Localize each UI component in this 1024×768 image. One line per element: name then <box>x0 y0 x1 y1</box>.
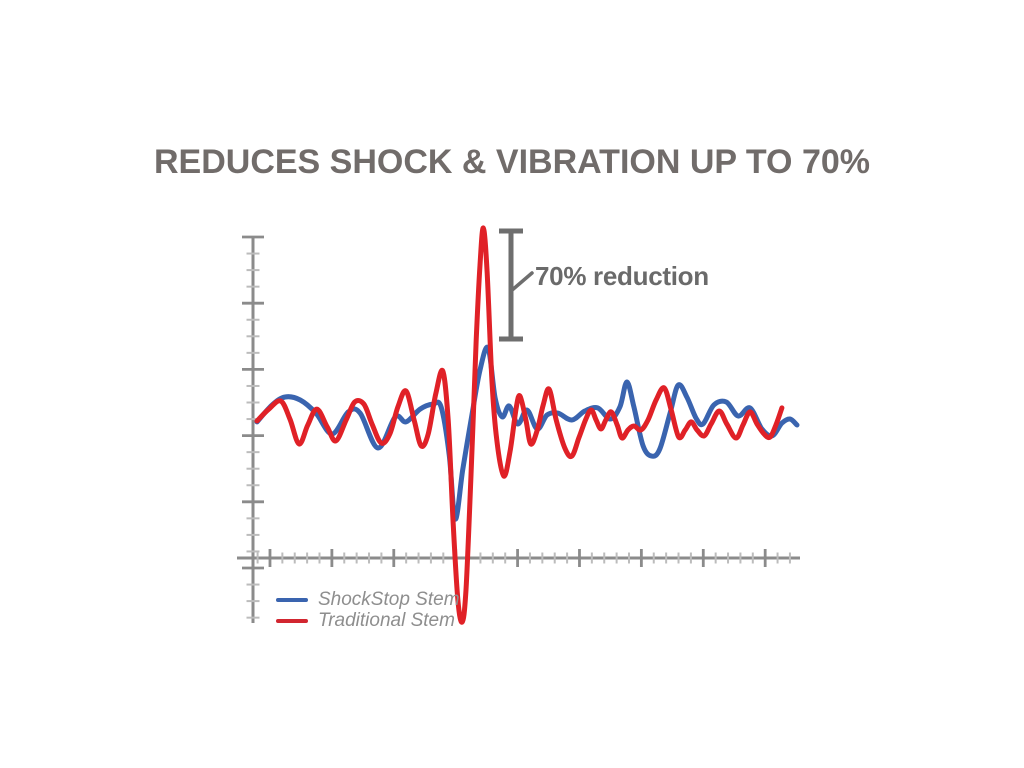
chart-legend: ShockStop Stem Traditional Stem <box>276 589 460 631</box>
reduction-bracket <box>499 228 534 342</box>
legend-label-traditional: Traditional Stem <box>318 610 455 631</box>
series-lines <box>254 225 800 625</box>
legend-item-traditional: Traditional Stem <box>276 610 460 631</box>
legend-item-shockstop: ShockStop Stem <box>276 589 460 610</box>
legend-label-shockstop: ShockStop Stem <box>318 589 460 610</box>
series-line-1 <box>254 225 785 625</box>
chart-axes <box>237 235 800 623</box>
legend-swatch-traditional-line <box>276 618 308 623</box>
reduction-annotation-label: 70% reduction <box>535 261 709 291</box>
page-title: REDUCES SHOCK & VIBRATION UP TO 70% <box>153 143 870 181</box>
legend-swatch-shockstop-line <box>276 597 308 602</box>
